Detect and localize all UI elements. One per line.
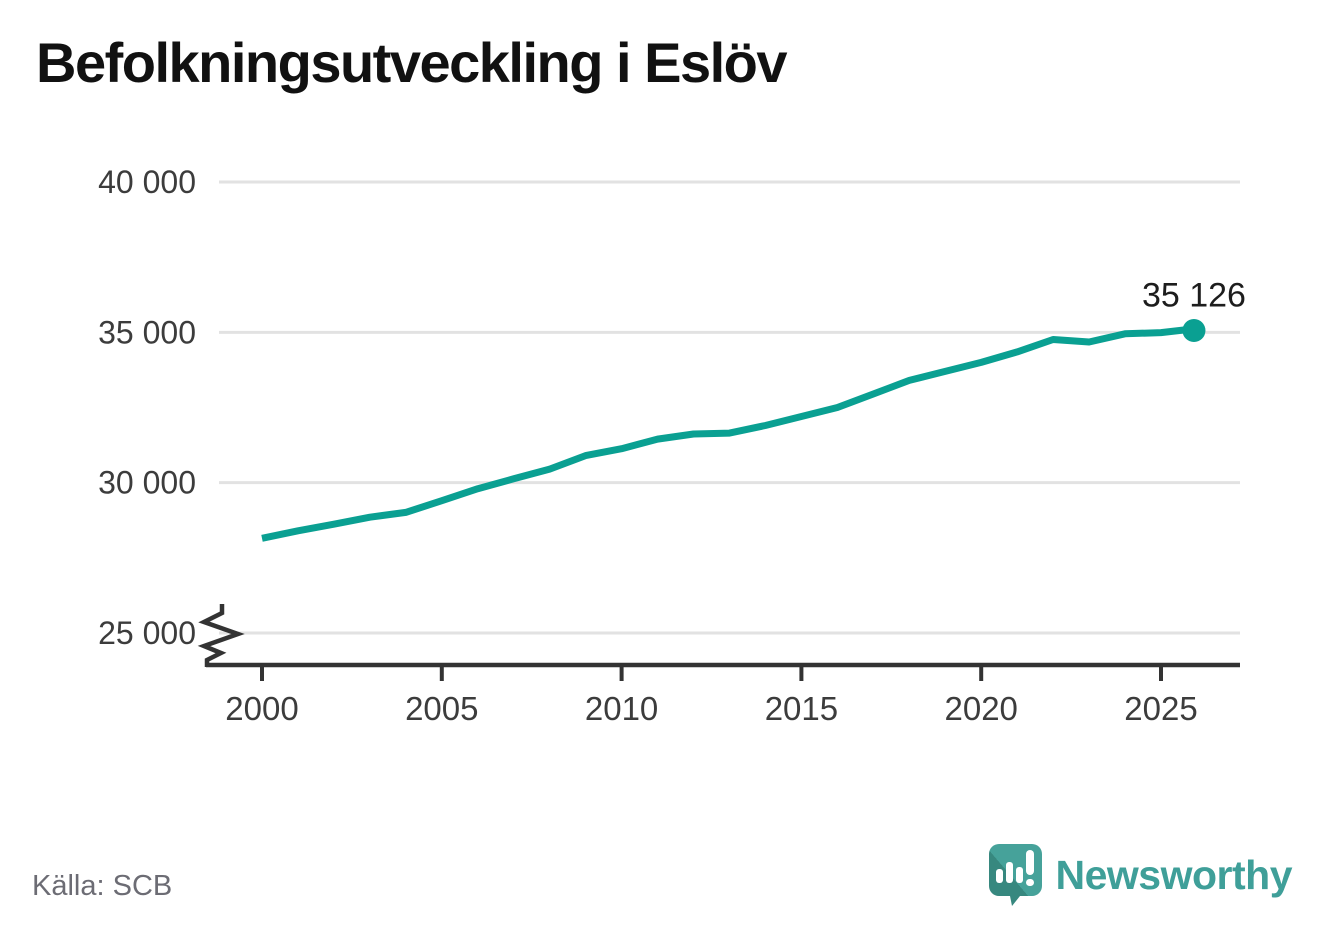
bar-icon-tall [1005, 862, 1013, 883]
x-axis-tick-label: 2010 [585, 690, 658, 727]
x-axis-tick-label: 2025 [1124, 690, 1197, 727]
y-axis-tick-label: 35 000 [98, 314, 196, 350]
y-axis-tick-label: 25 000 [98, 615, 196, 651]
x-axis-tick-label: 2020 [944, 690, 1017, 727]
bar-icon-small [995, 869, 1003, 883]
x-axis-tick-label: 2005 [405, 690, 478, 727]
exclamation-dot-icon [1025, 879, 1034, 886]
bar-icon-medium [1015, 867, 1023, 883]
x-axis-tick-label: 2015 [765, 690, 838, 727]
axis-break-icon [197, 604, 245, 667]
population-line-series [261, 325, 1198, 542]
y-axis-tick-label: 30 000 [98, 465, 196, 501]
newsworthy-speech-bubble-icon [988, 844, 1042, 906]
source-note: Källa: SCB [32, 870, 173, 902]
chart-title: Befolkningsutveckling i Eslöv [36, 31, 788, 94]
latest-point-marker [1182, 319, 1206, 343]
exclamation-bar-icon [1025, 850, 1034, 875]
y-axis-tick-label: 40 000 [98, 164, 196, 200]
newsworthy-branding: Newsworthy [987, 842, 1293, 908]
latest-value-label: 35 126 [1142, 277, 1246, 315]
newsworthy-wordmark: Newsworthy [1055, 851, 1293, 898]
x-axis-tick-label: 2000 [225, 690, 298, 727]
